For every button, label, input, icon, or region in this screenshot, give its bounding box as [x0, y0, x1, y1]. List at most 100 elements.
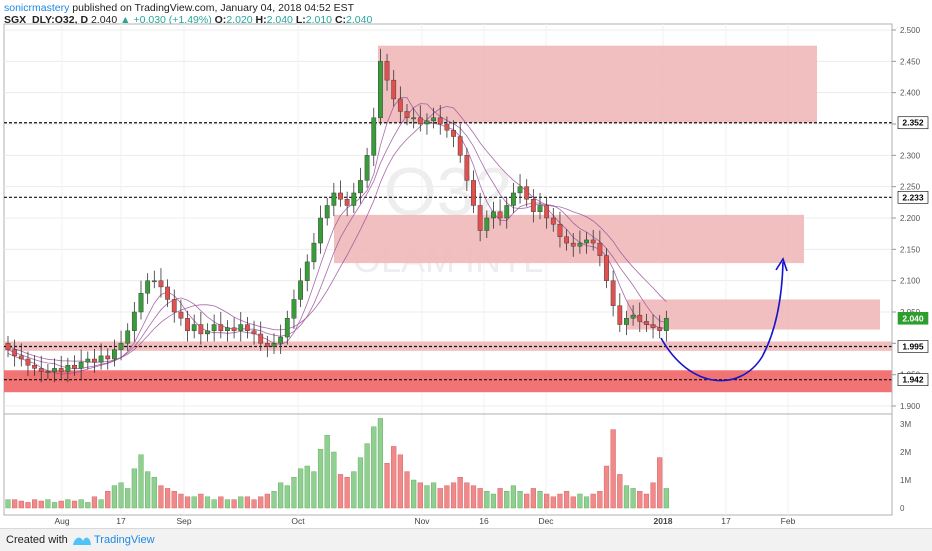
price-chart[interactable]: O32 OLAM INTL 2.5002.4502.4002.3502.3002… — [0, 0, 932, 528]
candle-body — [211, 324, 217, 331]
x-tick-label: Feb — [781, 516, 796, 526]
author-link[interactable]: sonicrmastery — [4, 2, 70, 14]
x-tick-label: Nov — [414, 516, 430, 526]
volume-bar — [298, 468, 304, 509]
volume-bar — [371, 426, 377, 509]
candle-body — [437, 117, 443, 125]
candle-body — [511, 192, 516, 206]
x-axis: Aug 17 Sep Oct Nov 16 Dec 2018 17 Feb — [54, 516, 795, 526]
volume-bar — [431, 482, 437, 509]
volume-bar — [597, 491, 603, 509]
price-label: 2.233 — [902, 192, 924, 202]
projection-arrow — [660, 261, 784, 382]
volume-bar — [590, 493, 596, 509]
candle-body — [131, 311, 137, 331]
candle-body — [431, 117, 436, 122]
y-tick-label: 2.500 — [900, 26, 921, 35]
volume-bar — [32, 499, 38, 509]
volume-bar — [464, 482, 470, 509]
volume-bar — [524, 493, 530, 509]
candle-body — [358, 180, 363, 194]
volume-bar — [118, 482, 124, 509]
candle-body — [424, 120, 430, 125]
publish-info: published on TradingView.com, January 04… — [72, 2, 355, 14]
candle-body — [530, 198, 536, 212]
volume-bar — [324, 435, 330, 509]
volume-bar — [184, 496, 191, 509]
candle-body — [304, 261, 310, 281]
tradingview-brand[interactable]: TradingView — [94, 534, 155, 546]
candle-body — [604, 255, 609, 281]
y-tick-label: 2.300 — [900, 151, 921, 160]
candles — [5, 48, 669, 383]
price-label: 2.040 — [902, 313, 924, 323]
candle-body — [371, 117, 377, 156]
x-tick-label: Oct — [291, 516, 305, 526]
candle-body — [225, 327, 230, 331]
candle-body — [145, 280, 151, 294]
candle-body — [524, 186, 530, 200]
volume-bar — [98, 499, 104, 509]
candle-body — [258, 333, 264, 344]
price-label-box — [897, 373, 929, 386]
price-label-box — [897, 311, 929, 325]
candle-body — [617, 305, 623, 325]
candle-body — [125, 330, 131, 344]
y-tick-label: 2.250 — [900, 183, 921, 192]
volume-bar — [510, 485, 517, 509]
candle-body — [318, 217, 323, 244]
volume-bar — [304, 465, 310, 509]
candle-body — [171, 299, 177, 313]
volume-bar — [630, 488, 636, 509]
volume-tick-label: 1M — [900, 476, 911, 485]
candle-body — [477, 205, 483, 231]
moving-averages — [7, 97, 667, 375]
volume-bar — [317, 449, 324, 509]
candle-body — [331, 192, 337, 206]
candle-body — [165, 286, 170, 300]
candle-body — [18, 355, 24, 360]
price-label-box — [897, 340, 929, 353]
candle-body — [597, 242, 603, 256]
candle-body — [391, 79, 397, 100]
volume-bar — [198, 493, 204, 509]
volume-bars — [5, 418, 669, 509]
candle-body — [85, 358, 91, 363]
x-tick-label: Dec — [538, 516, 554, 526]
volume-bar — [391, 446, 397, 509]
up-triangle-icon: ▲ — [120, 14, 131, 26]
candle-body — [291, 299, 297, 319]
candle-body — [278, 336, 284, 344]
candle-body — [351, 192, 357, 206]
volume-bar — [138, 454, 144, 509]
candle-body — [364, 155, 370, 181]
volume-bar — [397, 454, 403, 509]
volume-bar — [291, 477, 297, 509]
candle-body — [38, 368, 44, 372]
volume-bar — [271, 491, 277, 509]
candle-body — [231, 327, 237, 331]
volume-bar — [603, 465, 610, 509]
volume-bar — [331, 451, 337, 509]
volume-bar — [404, 471, 410, 509]
volume-bar — [45, 499, 51, 509]
volume-bar — [91, 496, 98, 509]
candle-body — [198, 324, 204, 335]
volume-bar — [51, 502, 58, 509]
candle-body — [185, 318, 190, 331]
candle-body — [637, 314, 643, 322]
volume-bar — [470, 485, 477, 509]
candle-body — [471, 180, 476, 206]
supply-demand-zone — [4, 341, 892, 351]
candle-body — [544, 205, 550, 219]
volume-bar — [244, 496, 251, 509]
volume-bar — [131, 468, 137, 509]
candle-body — [404, 111, 410, 118]
candle-body — [284, 318, 290, 338]
candle-body — [218, 324, 224, 331]
volume-bar — [264, 493, 270, 509]
candle-body — [78, 361, 84, 369]
supply-demand-zone — [4, 370, 892, 393]
last-price: 2.040 — [90, 14, 118, 26]
y-tick-label: 2.450 — [900, 57, 921, 66]
